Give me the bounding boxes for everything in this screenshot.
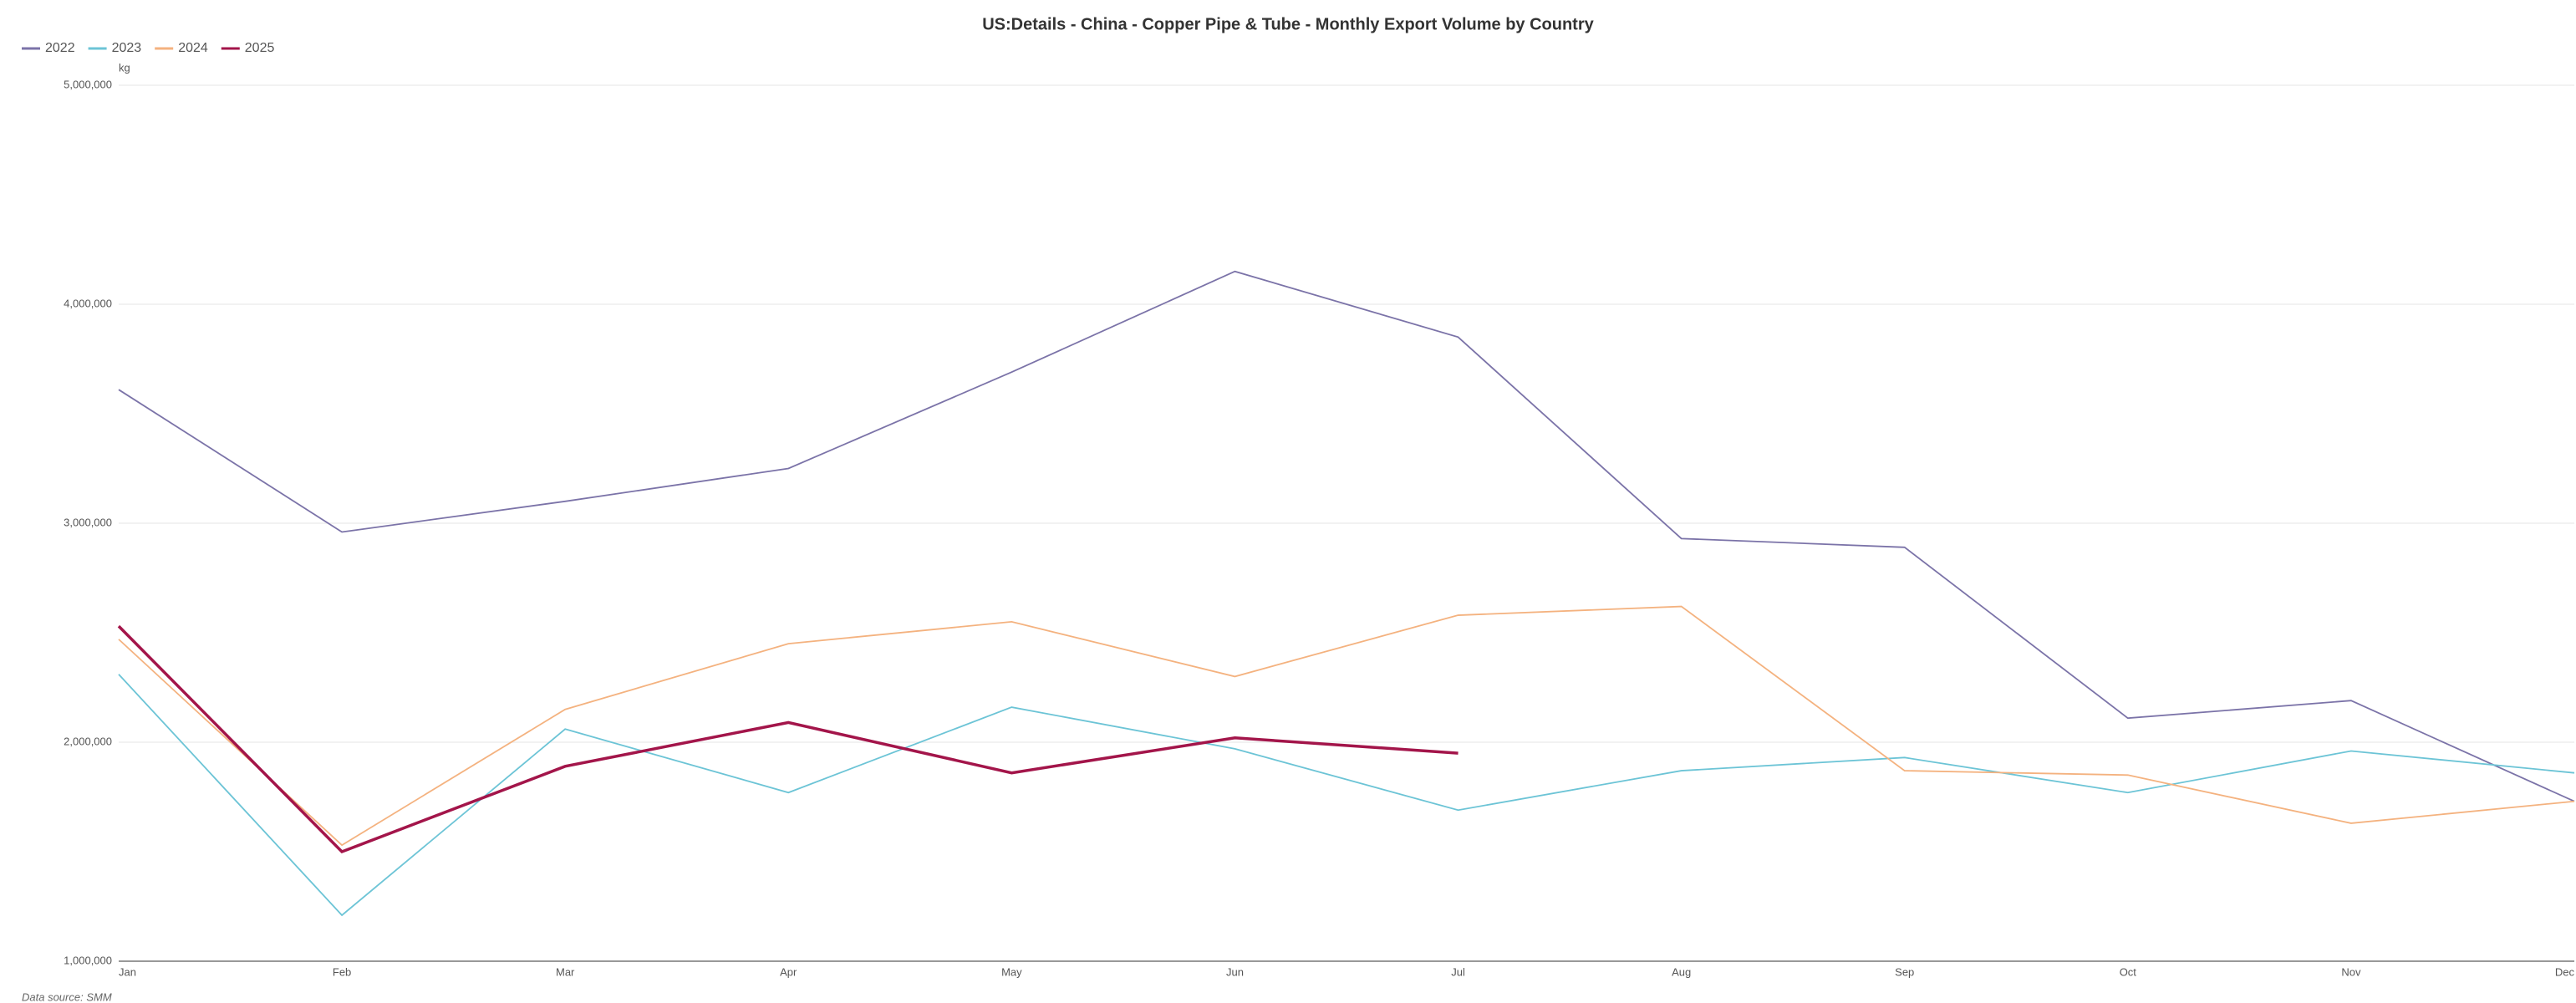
legend-label: 2022 (45, 41, 75, 55)
line-series (118, 605, 2575, 847)
x-tick-label: Aug (1672, 965, 1691, 978)
legend-label: 2023 (112, 41, 142, 55)
y-tick-label: 1,000,000 (64, 954, 112, 966)
line-series (118, 674, 2575, 917)
y-tick-label: 2,000,000 (64, 735, 112, 747)
y-tick-label: 3,000,000 (64, 516, 112, 528)
y-unit: kg (119, 61, 130, 74)
x-tick-label: Sep (1895, 965, 1914, 978)
legend-label: 2025 (245, 41, 275, 55)
x-tick-label: Jul (1451, 965, 1465, 978)
legend-label: 2024 (178, 41, 208, 55)
x-tick-label: Apr (780, 965, 797, 978)
source: Data source: SMM (22, 990, 112, 1003)
chart-title: US:Details - China - Copper Pipe & Tube … (982, 15, 1594, 33)
line-series (118, 270, 2575, 802)
x-tick-label: Dec (2555, 965, 2575, 978)
x-tick-label: Jun (1226, 965, 1244, 978)
x-tick-label: Mar (556, 965, 575, 978)
y-tick-label: 4,000,000 (64, 297, 112, 309)
x-tick-label: Nov (2341, 965, 2361, 978)
x-tick-label: May (1001, 965, 1022, 978)
y-tick-label: 5,000,000 (64, 78, 112, 90)
x-tick-label: Feb (333, 965, 351, 978)
x-tick-label: Jan (119, 965, 136, 978)
x-tick-label: Oct (2120, 965, 2137, 978)
line-series (117, 624, 1459, 854)
